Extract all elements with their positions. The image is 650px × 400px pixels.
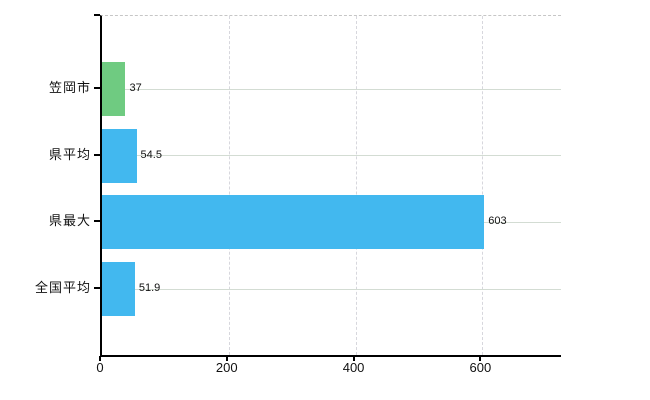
- y-axis-tick: [94, 153, 100, 156]
- bar: [102, 62, 126, 116]
- y-axis-category-label: 全国平均: [34, 280, 91, 295]
- horizontal-gridline: [102, 88, 561, 90]
- vertical-gridline: [228, 16, 230, 355]
- x-axis-tick-label: 600: [469, 360, 492, 375]
- bar-value-label: 54.5: [140, 148, 162, 161]
- bar: [102, 262, 135, 316]
- y-axis-tick: [94, 287, 100, 289]
- vertical-gridline: [355, 16, 357, 355]
- y-axis-top-tick: [94, 14, 100, 16]
- y-axis-tick: [94, 220, 100, 223]
- x-axis-tick-label: 0: [96, 360, 104, 375]
- y-axis-category-label: 県平均: [48, 146, 91, 162]
- bar-value-label: 603: [488, 215, 507, 228]
- plot-area: 37 54.5 603 51.9: [100, 15, 561, 357]
- x-axis-tick: [352, 356, 355, 361]
- y-axis-category-label: 県最大: [48, 213, 91, 229]
- y-axis-category-label: 笠岡市: [48, 80, 91, 95]
- bar-value-label: 51.9: [138, 282, 161, 294]
- horizontal-gridline: [102, 155, 561, 157]
- x-axis-tick-label: 200: [215, 360, 238, 375]
- x-axis-tick-label: 400: [342, 360, 365, 375]
- vertical-gridline: [482, 16, 484, 355]
- bar-value-label: 37: [129, 82, 142, 94]
- x-axis-tick: [225, 356, 228, 361]
- bar: [102, 128, 137, 183]
- x-axis-tick: [99, 356, 101, 361]
- horizontal-gridline: [102, 288, 561, 290]
- bar: [102, 195, 485, 250]
- x-axis-tick: [479, 356, 482, 361]
- y-axis-tick: [94, 87, 100, 89]
